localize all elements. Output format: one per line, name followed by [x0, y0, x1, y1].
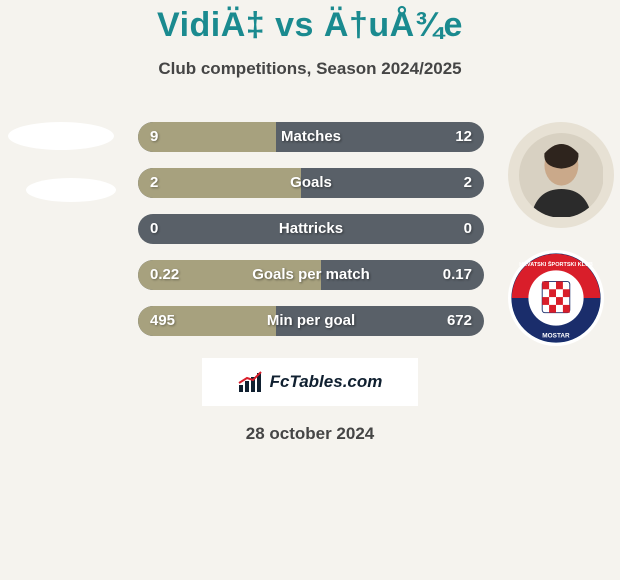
svg-text:MOSTAR: MOSTAR — [542, 333, 570, 340]
stat-value-right: 2 — [464, 168, 472, 198]
footer-block: FcTables.com 28 october 2024 — [0, 352, 620, 444]
stat-row: 0 Hattricks 0 — [138, 214, 484, 244]
stat-row: 495 Min per goal 672 — [138, 306, 484, 336]
stat-row: 2 Goals 2 — [138, 168, 484, 198]
stat-label: Goals per match — [138, 260, 484, 290]
stat-label: Hattricks — [138, 214, 484, 244]
club-badge-icon: HRVATSKI ŠPORTSKI KLUB MOSTAR — [508, 250, 604, 346]
page-title: VidiÄ‡ vs Ä†uÅ¾e — [0, 0, 620, 45]
page-subtitle: Club competitions, Season 2024/2025 — [0, 59, 620, 79]
stat-row: 0.22 Goals per match 0.17 — [138, 260, 484, 290]
right-player-column: HRVATSKI ŠPORTSKI KLUB MOSTAR — [508, 122, 618, 346]
left-player-placeholder-1 — [8, 122, 114, 150]
stat-label: Goals — [138, 168, 484, 198]
stats-block: 9 Matches 12 2 Goals 2 0 Hattricks 0 0.2… — [138, 122, 484, 336]
stat-value-right: 0.17 — [443, 260, 472, 290]
svg-text:HRVATSKI ŠPORTSKI KLUB: HRVATSKI ŠPORTSKI KLUB — [519, 260, 593, 268]
left-player-placeholder-2 — [26, 178, 116, 202]
player-photo-icon — [508, 122, 614, 228]
bar-chart-icon — [238, 371, 264, 393]
stat-value-right: 0 — [464, 214, 472, 244]
brand-text: FcTables.com — [270, 372, 383, 392]
comparison-card: VidiÄ‡ vs Ä†uÅ¾e Club competitions, Seas… — [0, 0, 620, 580]
stat-row: 9 Matches 12 — [138, 122, 484, 152]
stat-label: Min per goal — [138, 306, 484, 336]
generation-date: 28 october 2024 — [0, 424, 620, 444]
stat-label: Matches — [138, 122, 484, 152]
stat-value-right: 12 — [455, 122, 472, 152]
brand-link[interactable]: FcTables.com — [202, 358, 418, 406]
stat-value-right: 672 — [447, 306, 472, 336]
